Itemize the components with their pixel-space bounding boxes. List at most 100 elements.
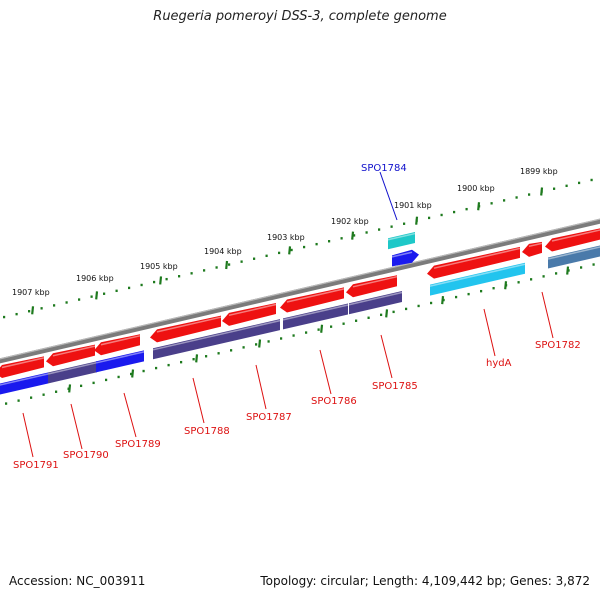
major-tick (131, 369, 135, 378)
minor-tick (53, 304, 56, 307)
label-leader (483, 308, 496, 357)
label-leader (379, 171, 398, 221)
label-leader (380, 334, 393, 379)
minor-tick (253, 257, 256, 260)
minor-tick (430, 301, 433, 305)
label-leader (255, 364, 267, 410)
scale-label: 1902 kbp (331, 217, 369, 226)
minor-tick (42, 393, 45, 396)
gene-bar (547, 245, 600, 269)
major-tick (385, 309, 389, 318)
minor-tick (303, 245, 306, 249)
minor-tick (153, 280, 156, 284)
minor-tick (365, 231, 368, 234)
label-leaders (22, 171, 554, 458)
label-leader (541, 291, 554, 339)
minor-tick (278, 251, 281, 255)
gene-arrow (427, 246, 521, 279)
minor-tick (192, 358, 195, 361)
gene-label-spo1788: SPO1788 (184, 426, 230, 437)
minor-tick (315, 242, 318, 246)
scale-label: 1903 kbp (267, 233, 305, 242)
backbone-line (0, 218, 600, 364)
major-tick (351, 231, 355, 240)
major-tick (195, 354, 199, 363)
backbone-layer (0, 218, 600, 364)
gene-label-hyda: hydA (486, 358, 512, 369)
major-tick (225, 260, 229, 270)
map-title: Ruegeria pomeroyi DSS-3, complete genome (153, 9, 447, 24)
accession-text: Accession: NC_003911 (9, 574, 146, 588)
minor-tick (190, 272, 193, 275)
gene-label-spo1787: SPO1787 (246, 412, 292, 423)
scale-label: 1904 kbp (204, 247, 242, 256)
minor-tick (255, 343, 258, 346)
gene-bar (152, 319, 281, 360)
major-tick (159, 276, 163, 285)
gene-labels: SPO1784 SPO1782 hydA SPO1785 SPO1786 SPO1787 S… (13, 163, 581, 471)
label-leader (319, 349, 332, 395)
major-tick (441, 296, 445, 305)
minor-tick (392, 310, 395, 314)
minor-tick (553, 187, 556, 190)
gene-arrow (545, 228, 600, 252)
minor-tick (103, 292, 106, 295)
gene-bar (0, 372, 49, 395)
minor-tick (40, 307, 43, 310)
gene-arrow (280, 287, 345, 313)
minor-tick (128, 286, 131, 290)
minor-tick (390, 225, 393, 228)
minor-ticks (3, 178, 595, 405)
minor-tick (555, 272, 558, 275)
gene-bar (95, 350, 145, 373)
minor-tick (428, 216, 431, 220)
minor-tick (155, 366, 158, 370)
minor-tick (80, 384, 83, 388)
scale-label: 1901 kbp (394, 201, 432, 210)
minor-tick (565, 184, 568, 188)
minor-tick (15, 312, 18, 316)
minor-tick (230, 349, 233, 352)
minor-tick (78, 298, 81, 301)
minor-tick (590, 178, 593, 182)
scale-label: 1905 kbp (140, 262, 178, 271)
gene-arrow (150, 315, 222, 343)
minor-tick (353, 234, 356, 237)
major-tick (258, 339, 262, 348)
minor-tick (265, 254, 268, 258)
minor-tick (178, 275, 181, 278)
minor-tick (290, 248, 293, 252)
minor-tick (65, 301, 68, 304)
genome-stats-text: Topology: circular; Length: 4,109,442 bp… (260, 574, 590, 588)
label-leader (192, 377, 205, 424)
minor-tick (355, 319, 358, 322)
minor-tick (592, 263, 595, 266)
gene-label-spo1789: SPO1789 (115, 439, 161, 450)
scale-label: 1899 kbp (520, 167, 558, 176)
major-tick (68, 384, 72, 393)
minor-tick (115, 289, 118, 293)
label-leader (70, 403, 83, 450)
label-leader (123, 392, 137, 438)
scale-label: 1907 kbp (12, 288, 50, 297)
minor-tick (380, 313, 383, 317)
gene-arrow (0, 356, 45, 379)
minor-tick (280, 337, 283, 340)
gene-bar (348, 291, 403, 315)
minor-tick (378, 228, 381, 231)
minor-tick (455, 295, 458, 299)
minor-tick (205, 355, 208, 358)
major-tick (95, 291, 99, 300)
minor-tick (117, 375, 120, 379)
gene-label-spo1790: SPO1790 (63, 450, 109, 461)
gene-label-spo1784: SPO1784 (361, 163, 407, 174)
major-tick (566, 266, 570, 275)
gene-arrow (94, 334, 141, 356)
gene-bar (387, 232, 416, 250)
gene-bar (429, 262, 526, 296)
scale-label: 1906 kbp (76, 274, 114, 283)
label-leader (22, 412, 34, 458)
minor-tick (215, 266, 218, 269)
minor-tick (130, 372, 133, 376)
